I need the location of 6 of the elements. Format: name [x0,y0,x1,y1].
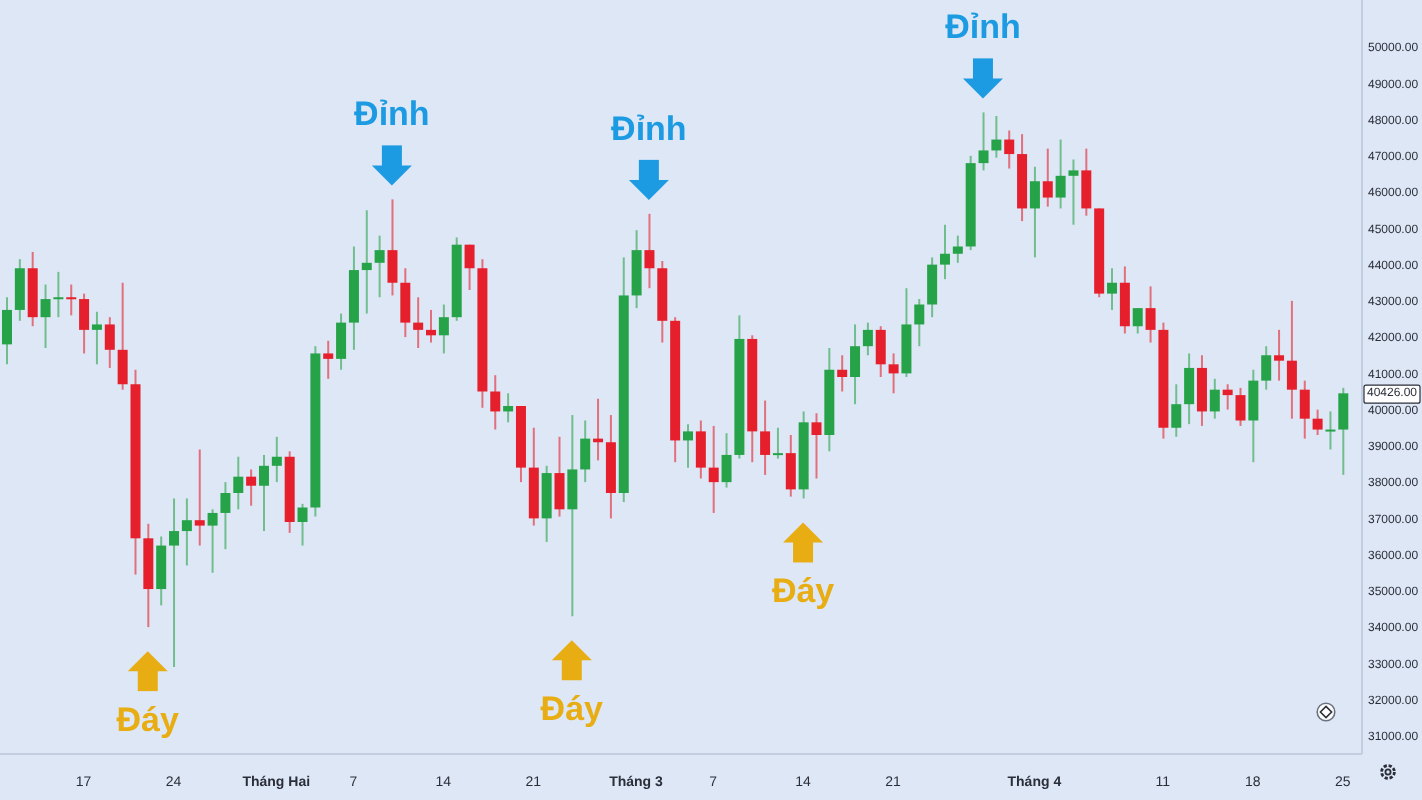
annotation: Đỉnh [354,95,430,134]
annotation: Đáy [771,572,836,611]
annotation: Đỉnh [611,109,687,148]
annotation: Đáy [540,690,605,729]
annotation: Đáy [116,701,181,740]
annotation: Đỉnh [945,8,1021,47]
